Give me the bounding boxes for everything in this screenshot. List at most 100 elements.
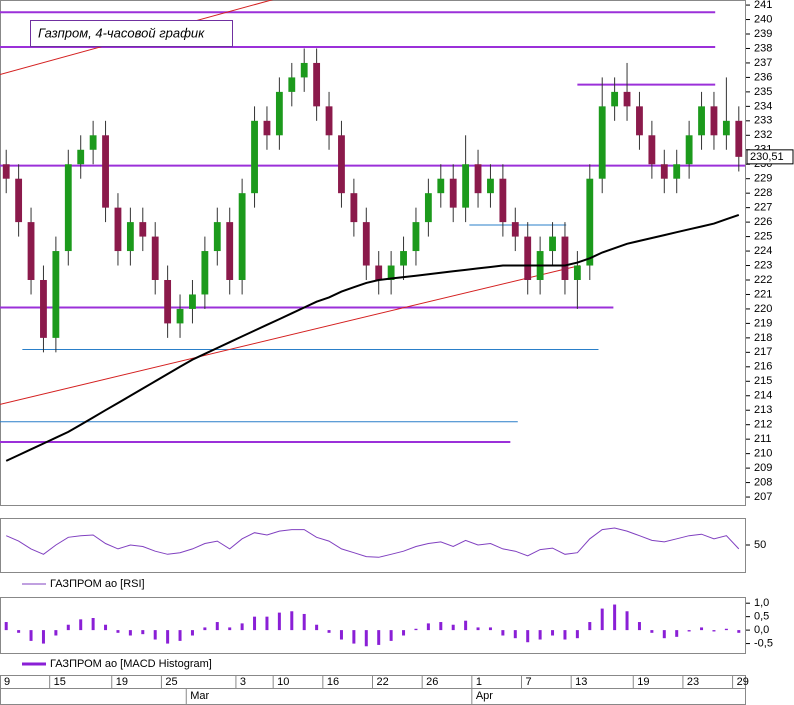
x-tick-label: 9 xyxy=(4,676,10,688)
candle-body xyxy=(561,236,569,280)
y-tick-label: 218 xyxy=(754,332,772,344)
y-tick-label: 217 xyxy=(754,346,772,358)
macd-bar xyxy=(712,630,716,632)
candle-body xyxy=(15,178,23,223)
macd-bar xyxy=(464,620,468,631)
macd-bar xyxy=(600,608,604,631)
candle-body xyxy=(288,77,296,92)
y-tick-label: 223 xyxy=(754,259,772,271)
candle-body xyxy=(549,236,556,252)
candle-body xyxy=(573,265,581,280)
candle-body xyxy=(27,222,35,280)
candle-body xyxy=(313,62,321,107)
candle-body xyxy=(325,106,333,136)
y-tick-label: 227 xyxy=(754,202,772,214)
candle-body xyxy=(139,222,147,237)
x-tick-label: 7 xyxy=(526,676,532,688)
last-price-label: 230,51 xyxy=(750,151,784,163)
candle-body xyxy=(722,120,730,136)
macd-bar xyxy=(662,630,666,639)
macd-bar xyxy=(339,630,343,640)
candle-body xyxy=(151,236,159,280)
candle-body xyxy=(176,308,184,324)
macd-bar xyxy=(104,624,108,631)
macd-bar xyxy=(414,628,418,631)
y-tick-label: 0,5 xyxy=(754,611,769,623)
y-tick-label: 209 xyxy=(754,462,772,474)
candle-body xyxy=(226,222,234,280)
macd-bar xyxy=(700,627,704,631)
macd-bar xyxy=(352,630,356,644)
macd-bar xyxy=(364,630,368,647)
y-tick-label: 207 xyxy=(754,491,772,503)
month-label: Mar xyxy=(190,690,209,702)
macd-bar xyxy=(166,630,170,644)
macd-bar xyxy=(687,630,691,632)
x-tick-label: 23 xyxy=(687,676,699,688)
chart-title: Газпром, 4-часовой график xyxy=(38,25,205,40)
candle-body xyxy=(164,279,172,324)
candle-body xyxy=(362,222,370,266)
macd-bar xyxy=(253,616,257,631)
candle-body xyxy=(685,135,693,165)
y-tick-label: 50 xyxy=(754,539,766,551)
macd-bar xyxy=(29,630,33,641)
macd-bar xyxy=(178,630,182,641)
macd-bar xyxy=(91,618,95,631)
y-tick-label: 233 xyxy=(754,115,772,127)
y-tick-label: 225 xyxy=(754,230,772,242)
x-tick-label: 22 xyxy=(377,676,389,688)
rsi-panel xyxy=(0,518,746,573)
y-tick-label: 211 xyxy=(754,433,772,445)
x-tick-label: 1 xyxy=(476,676,482,688)
candle-body xyxy=(126,222,134,252)
candle-body xyxy=(660,164,668,179)
candle-body xyxy=(275,91,283,136)
y-tick-label: 237 xyxy=(754,57,772,69)
y-tick-label: 235 xyxy=(754,86,772,98)
macd-bar xyxy=(389,630,393,641)
candle-body xyxy=(449,178,457,208)
rsi-line xyxy=(6,527,740,558)
macd-bar xyxy=(613,604,617,631)
candle-body xyxy=(511,222,519,237)
macd-bar xyxy=(563,630,567,640)
macd-bar xyxy=(302,613,306,631)
macd-bar xyxy=(476,627,480,631)
x-tick-label: 3 xyxy=(240,676,246,688)
candle-body xyxy=(102,135,109,208)
macd-bar xyxy=(439,622,443,631)
month-label: Apr xyxy=(476,690,493,702)
macd-panel xyxy=(0,597,746,654)
candle-body xyxy=(462,164,470,208)
candle-body xyxy=(300,62,308,78)
main-layer xyxy=(0,0,745,462)
x-tick-label: 25 xyxy=(165,676,177,688)
macd-bar xyxy=(625,611,629,631)
y-tick-label: 210 xyxy=(754,448,772,460)
candle-body xyxy=(636,106,643,136)
macd-bar xyxy=(402,630,406,636)
y-tick-label: 234 xyxy=(754,100,772,112)
x-tick-label: 29 xyxy=(737,676,749,688)
macd-bar xyxy=(215,622,219,631)
candle-body xyxy=(263,120,271,136)
y-tick-label: 208 xyxy=(754,476,772,488)
x-tick-label: 19 xyxy=(637,676,649,688)
x-tick-label: 16 xyxy=(327,676,339,688)
candle-body xyxy=(189,294,196,309)
macd-bar xyxy=(637,622,641,631)
candle-body xyxy=(499,178,507,223)
macd-bar xyxy=(377,630,381,645)
candle-body xyxy=(710,106,718,136)
y-tick-label: 229 xyxy=(754,173,772,185)
y-tick-label: 214 xyxy=(754,390,772,402)
candle-body xyxy=(673,164,681,179)
macd-bar xyxy=(290,611,294,631)
macd-bar xyxy=(41,630,45,644)
macd-bar xyxy=(277,612,281,631)
macd-bar xyxy=(538,630,542,640)
x-tick-label: 15 xyxy=(54,676,66,688)
x-tick-label: 13 xyxy=(575,676,587,688)
candle-body xyxy=(487,178,494,194)
